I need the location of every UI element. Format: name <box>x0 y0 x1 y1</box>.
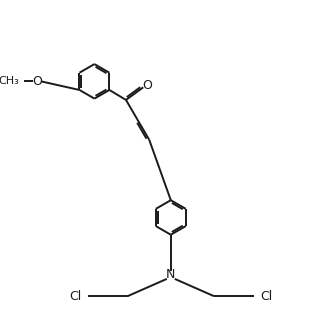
Text: O: O <box>143 79 153 92</box>
Text: CH₃: CH₃ <box>0 76 19 86</box>
Text: N: N <box>166 268 175 282</box>
Text: O: O <box>32 75 42 88</box>
Text: Cl: Cl <box>69 290 81 303</box>
Text: Cl: Cl <box>260 290 273 303</box>
